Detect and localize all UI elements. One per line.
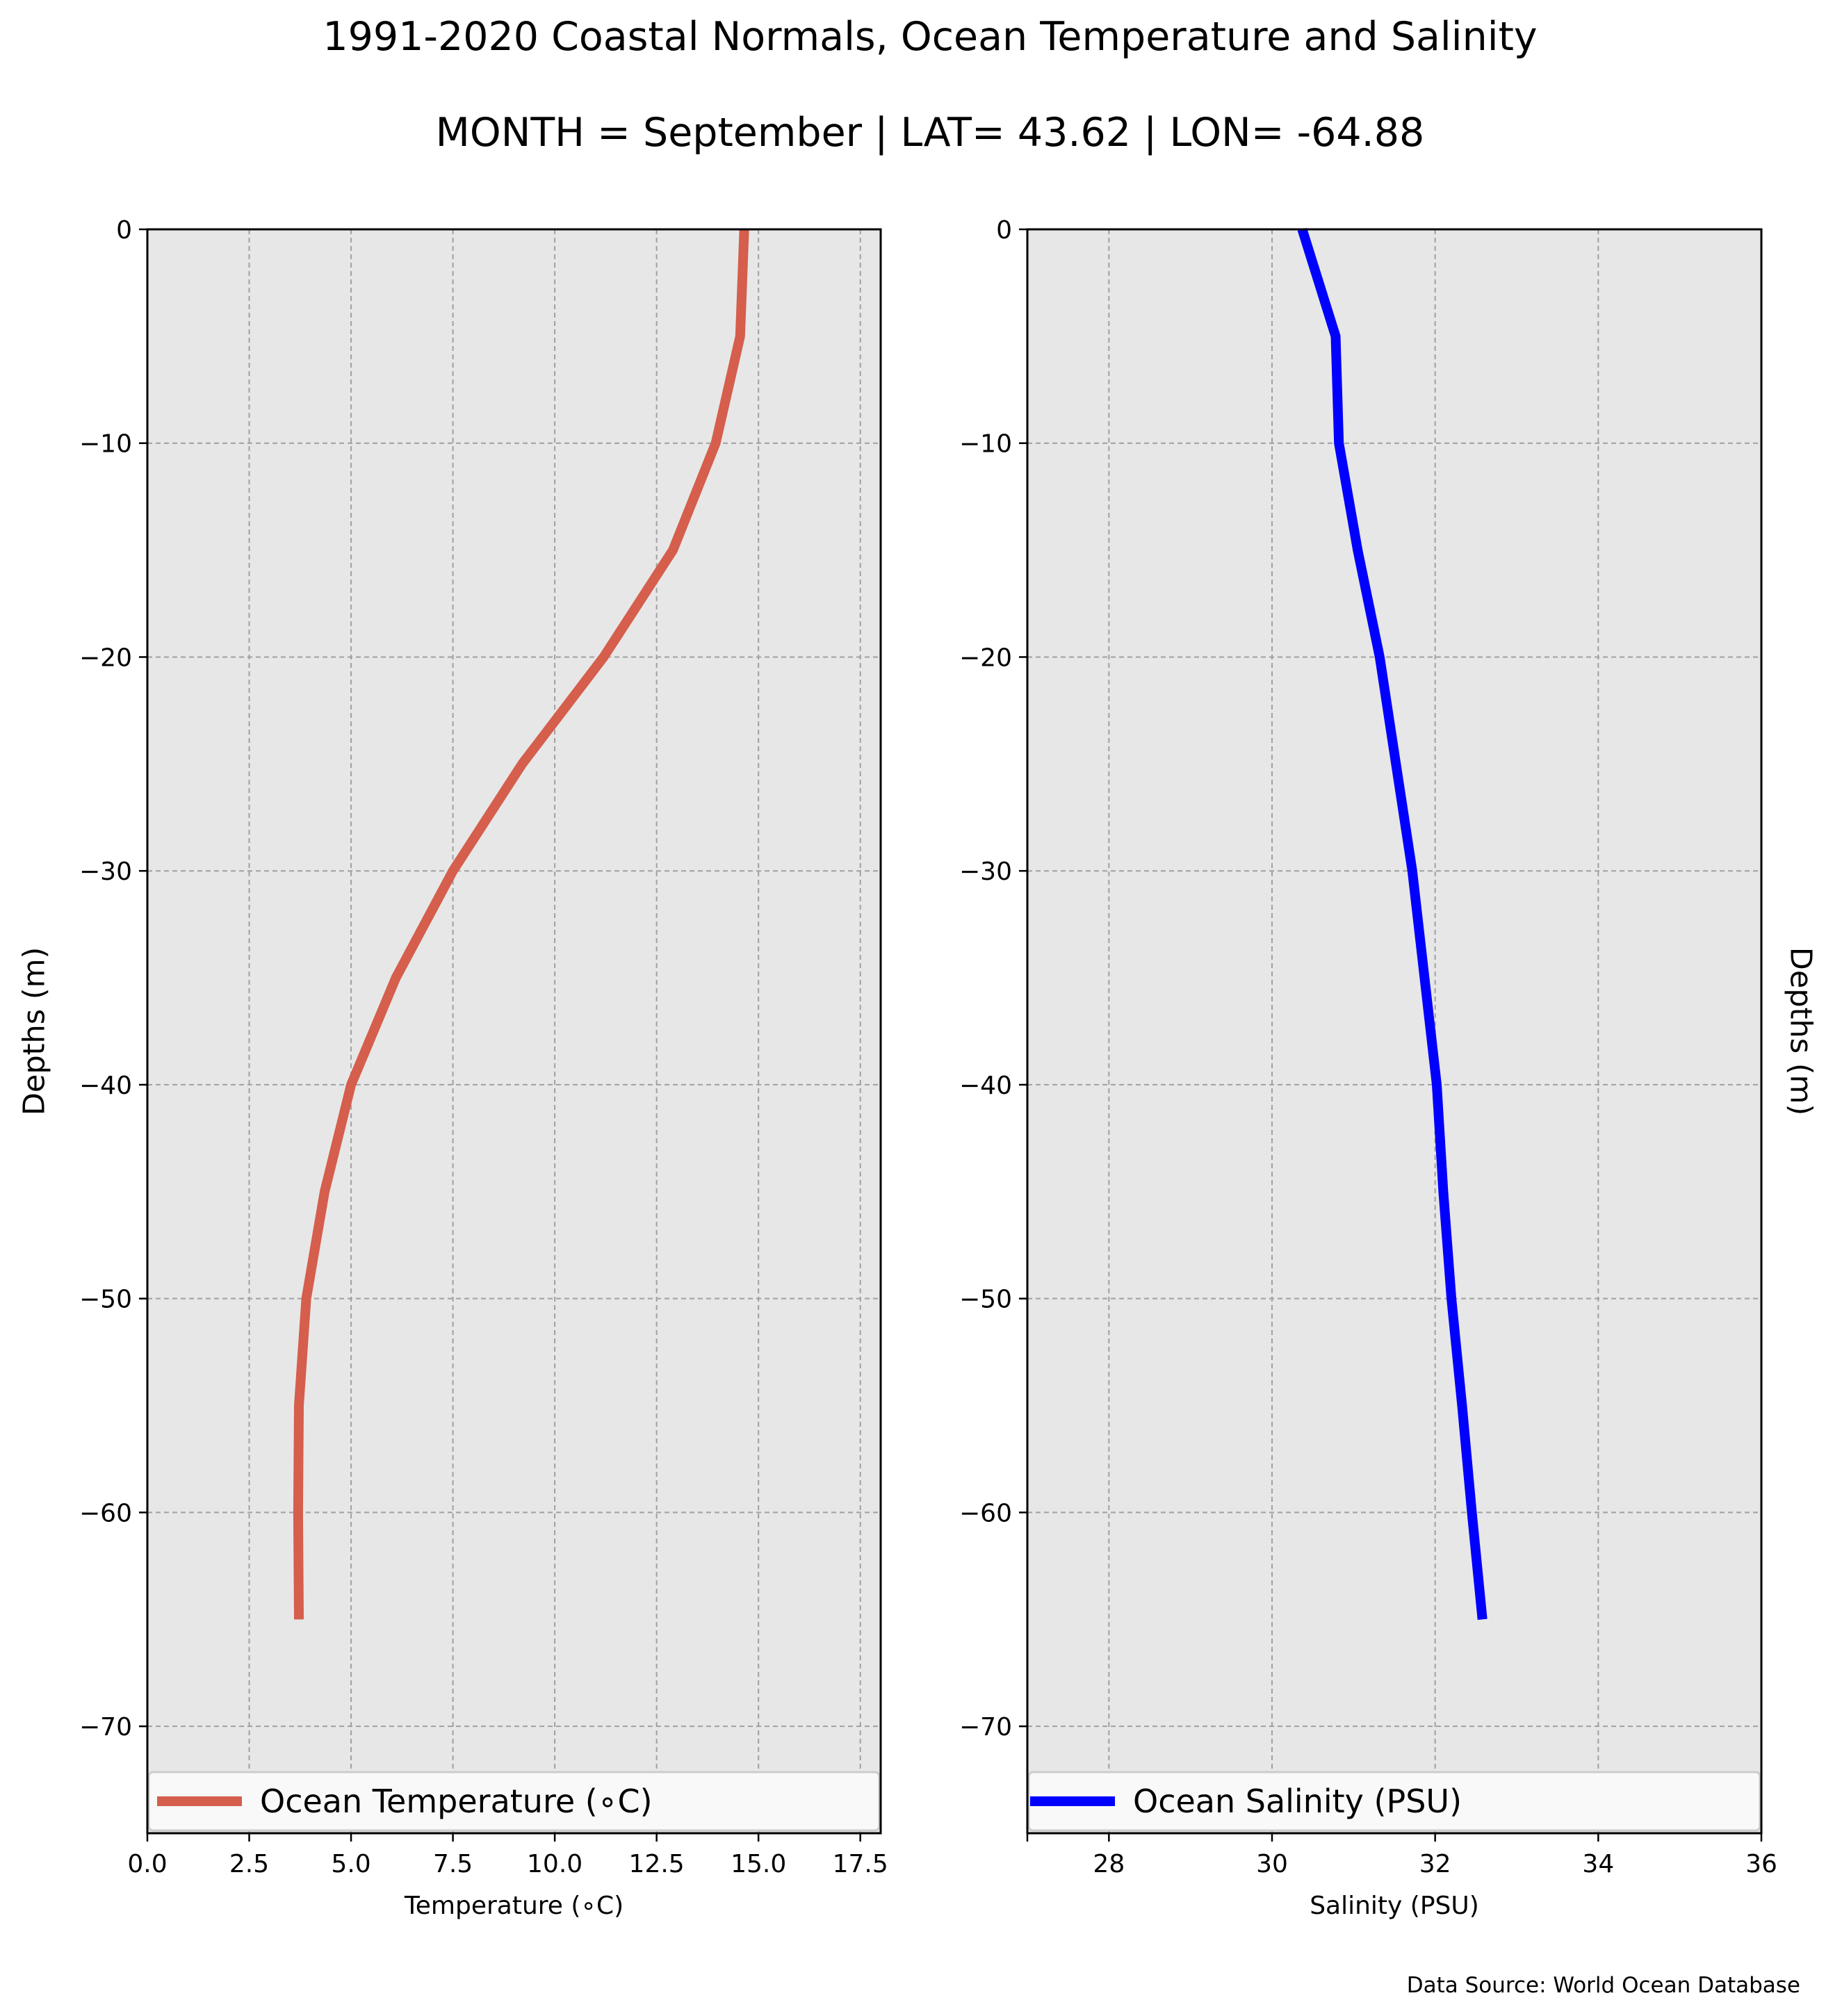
- legend-label: Ocean Salinity (PSU): [1133, 1783, 1462, 1820]
- chart-panel-2: Ocean Salinity (PSU) 28 30 32 34 36 0 −10 −20 −30…: [959, 216, 1818, 1920]
- y-tick-label: −10: [79, 430, 132, 459]
- x-tick-label: 28: [1093, 1850, 1125, 1878]
- series-line-1: [293, 229, 749, 1620]
- x-tick-label: 32: [1419, 1850, 1451, 1878]
- axes-frame: [146, 228, 882, 1835]
- y-tick-label: −40: [79, 1072, 132, 1100]
- x-axis-label: Salinity (PSU): [1310, 1892, 1479, 1920]
- y-tick-label: −40: [959, 1072, 1012, 1100]
- y-tick-label: −20: [959, 644, 1012, 672]
- y-tick-label: −30: [959, 858, 1012, 886]
- x-tick-label: 5.0: [331, 1850, 370, 1878]
- x-tick-label: 30: [1256, 1850, 1288, 1878]
- y-tick-label: −50: [959, 1286, 1012, 1314]
- series-line-1: [1297, 227, 1488, 1620]
- x-tick-label: 15.0: [731, 1850, 786, 1878]
- x-tick-label: 0.0: [127, 1850, 167, 1878]
- x-tick-label: 10.0: [527, 1850, 582, 1878]
- legend-box: [1027, 1771, 1761, 1832]
- y-tick-label: −30: [79, 858, 132, 886]
- legend-box: [147, 1771, 881, 1832]
- y-axis-label: Depths (m): [17, 947, 52, 1115]
- plot-background: [147, 229, 881, 1833]
- x-tick-label: 7.5: [433, 1850, 473, 1878]
- x-tick-label: 2.5: [229, 1850, 269, 1878]
- chart-title: 1991-2020 Coastal Normals, Ocean Tempera…: [323, 14, 1537, 60]
- legend-label: Ocean Temperature (∘C): [260, 1783, 653, 1820]
- x-tick-label: 17.5: [833, 1850, 888, 1878]
- y-tick-label: −60: [79, 1499, 132, 1527]
- x-tick-label: 12.5: [629, 1850, 685, 1878]
- x-tick-label: 36: [1745, 1850, 1777, 1878]
- chart-subtitle: MONTH = September | LAT= 43.62 | LON= -6…: [436, 110, 1425, 156]
- y-tick-label: −20: [79, 644, 132, 672]
- y-tick-label: −60: [959, 1499, 1012, 1527]
- y-tick-label: −70: [79, 1713, 132, 1742]
- x-tick-label: 34: [1582, 1850, 1614, 1878]
- y-tick-label: −70: [959, 1713, 1012, 1742]
- y-axis-label: Depths (m): [1784, 947, 1818, 1115]
- chart-panel-1: Ocean Temperature (∘C) 0.0 2.5 5.0 7.5 10.0 12…: [17, 216, 888, 1920]
- data-source-note: Data Source: World Ocean Database: [1407, 1973, 1800, 1998]
- axes-frame: [1026, 228, 1763, 1835]
- plot-background: [1027, 229, 1761, 1833]
- y-tick-label: −10: [959, 430, 1012, 459]
- y-tick-label: −50: [79, 1286, 132, 1314]
- x-axis-label: Temperature (∘C): [404, 1892, 623, 1920]
- y-tick-label: 0: [116, 216, 132, 245]
- y-tick-label: 0: [996, 216, 1012, 245]
- chart-panels: Ocean Temperature (∘C) 0.0 2.5 5.0 7.5 10.0 12…: [17, 216, 1818, 1920]
